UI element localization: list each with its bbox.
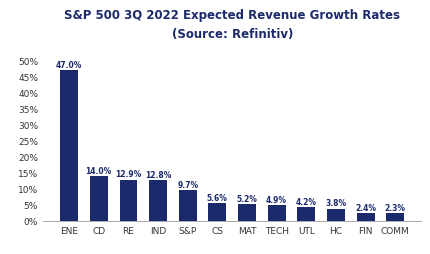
Title: S&P 500 3Q 2022 Expected Revenue Growth Rates
(Source: Refinitiv): S&P 500 3Q 2022 Expected Revenue Growth … [64,9,400,40]
Bar [60,71,78,221]
Text: 3.8%: 3.8% [326,199,347,208]
Text: 14.0%: 14.0% [86,166,112,175]
Bar [238,204,256,221]
Bar [120,180,137,221]
Bar [327,209,345,221]
Bar [387,214,404,221]
Bar [90,176,108,221]
Text: 5.2%: 5.2% [237,194,258,203]
Text: 2.3%: 2.3% [385,203,406,212]
Bar [268,205,286,221]
Bar [209,203,226,221]
Text: 2.4%: 2.4% [355,203,376,212]
Bar [298,208,315,221]
Text: 5.6%: 5.6% [207,193,228,202]
Text: 9.7%: 9.7% [177,180,198,189]
Bar [357,213,375,221]
Text: 12.9%: 12.9% [115,170,141,179]
Text: 4.9%: 4.9% [266,195,287,204]
Bar [179,190,197,221]
Text: 47.0%: 47.0% [56,61,82,70]
Bar [149,180,167,221]
Text: 4.2%: 4.2% [296,197,317,206]
Text: 12.8%: 12.8% [145,170,171,179]
